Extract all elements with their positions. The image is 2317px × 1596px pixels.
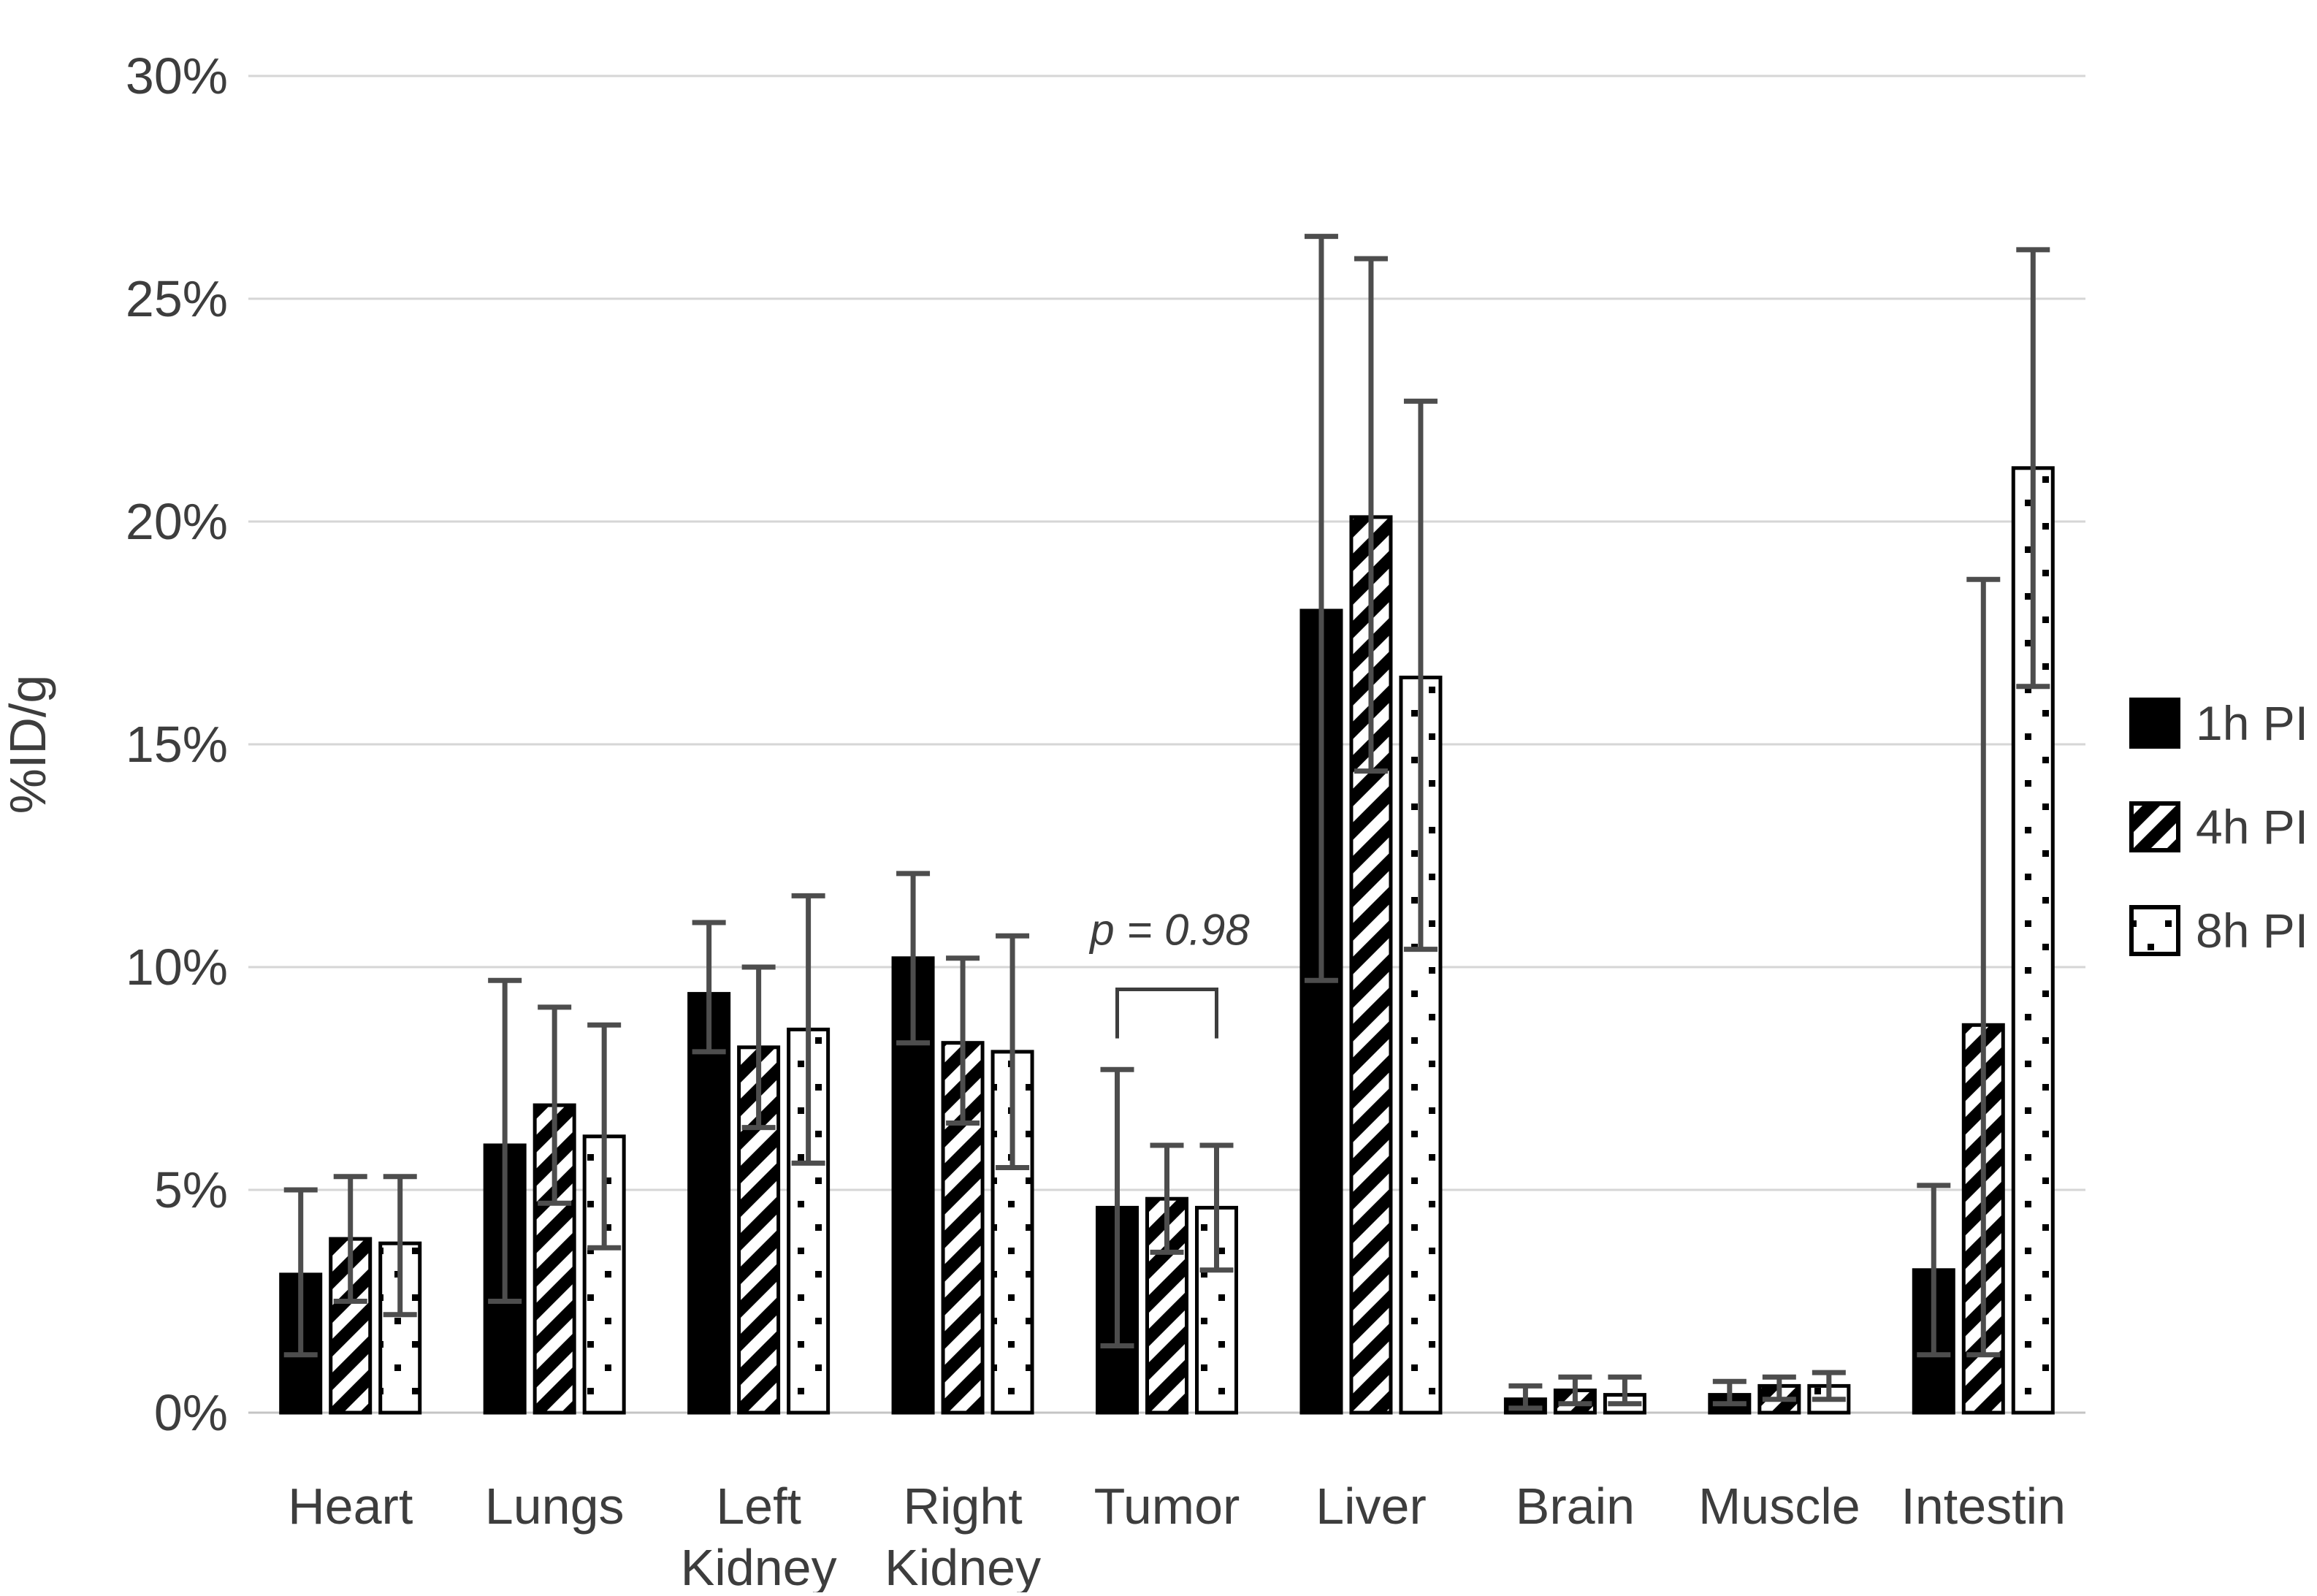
legend-swatch-diagonal-hatch	[2129, 801, 2180, 852]
error-bar	[896, 871, 931, 1046]
bar-group-liver	[1299, 234, 1443, 1415]
error-bar	[1712, 1378, 1747, 1407]
error-bar	[1508, 1383, 1543, 1411]
error-bar	[383, 1174, 417, 1318]
error-bar	[283, 1187, 318, 1358]
error-bar	[2016, 247, 2050, 690]
error-bar	[1762, 1374, 1796, 1402]
error-bar	[996, 933, 1030, 1170]
legend-label: 4h PI	[2196, 800, 2308, 854]
bar-group-muscle	[1708, 1370, 1851, 1415]
error-bar	[333, 1174, 367, 1304]
significance-annotation: p = 0.98	[1088, 906, 1250, 1039]
error-bar	[1558, 1374, 1592, 1407]
legend: 1h PI 4h PI 8h PI	[2129, 696, 2308, 958]
category-label: Liver	[1316, 1478, 1427, 1535]
error-bar	[1812, 1370, 1846, 1402]
y-tick-label: 30%	[126, 47, 228, 104]
legend-label: 8h PI	[2196, 904, 2308, 958]
error-bar	[1150, 1142, 1184, 1255]
bar-group-brain	[1503, 1374, 1646, 1415]
p-value-text: p = 0.98	[1088, 906, 1250, 955]
category-label: Right	[903, 1478, 1022, 1535]
bar-group-left-kidney	[687, 893, 831, 1415]
error-bar	[488, 977, 522, 1304]
y-tick-label: 20%	[126, 493, 228, 550]
category-label: Tumor	[1094, 1478, 1240, 1535]
category-label: Heart	[288, 1478, 413, 1535]
error-bar	[538, 1004, 572, 1206]
y-axis-tick-labels: 0% 5% 10% 15% 20% 25% 30%	[126, 47, 228, 1441]
error-bar	[1100, 1066, 1134, 1348]
y-tick-label: 5%	[154, 1161, 228, 1218]
bar	[687, 992, 731, 1415]
error-bar	[1608, 1374, 1642, 1407]
category-label: Muscle	[1698, 1478, 1860, 1535]
error-bar	[741, 964, 776, 1131]
bar-group-heart	[279, 1174, 422, 1415]
comparison-bracket	[1115, 988, 1218, 1039]
category-label: Kidney	[681, 1539, 837, 1592]
error-bar	[1966, 576, 2001, 1358]
category-label: Intestin	[1901, 1478, 2066, 1535]
legend-swatch-solid	[2129, 698, 2180, 749]
legend-swatch-dotted	[2129, 905, 2180, 956]
y-tick-label: 25%	[126, 270, 228, 327]
category-label: Brain	[1516, 1478, 1635, 1535]
error-bar	[587, 1022, 622, 1251]
y-tick-label: 15%	[126, 716, 228, 773]
bar-group-right-kidney	[891, 871, 1034, 1415]
category-label: Kidney	[885, 1539, 1041, 1592]
bar-group-lungs	[483, 977, 626, 1415]
error-bar	[692, 920, 726, 1055]
y-tick-label: 10%	[126, 939, 228, 996]
legend-label: 1h PI	[2196, 696, 2308, 750]
error-bar	[791, 893, 825, 1166]
category-label: Lungs	[485, 1478, 625, 1535]
error-bar	[1304, 234, 1338, 983]
error-bar	[1403, 398, 1438, 952]
bar-groups	[279, 234, 2055, 1415]
error-bar	[946, 955, 980, 1126]
y-axis-title: %ID/g	[0, 675, 56, 814]
category-label: Left	[716, 1478, 801, 1535]
error-bar	[1199, 1142, 1234, 1273]
bar-group-intestin	[1912, 247, 2055, 1415]
y-tick-label: 0%	[154, 1384, 228, 1441]
bar-group-tumor	[1096, 1066, 1238, 1415]
error-bar	[1354, 256, 1388, 774]
error-bar	[1917, 1183, 1951, 1358]
